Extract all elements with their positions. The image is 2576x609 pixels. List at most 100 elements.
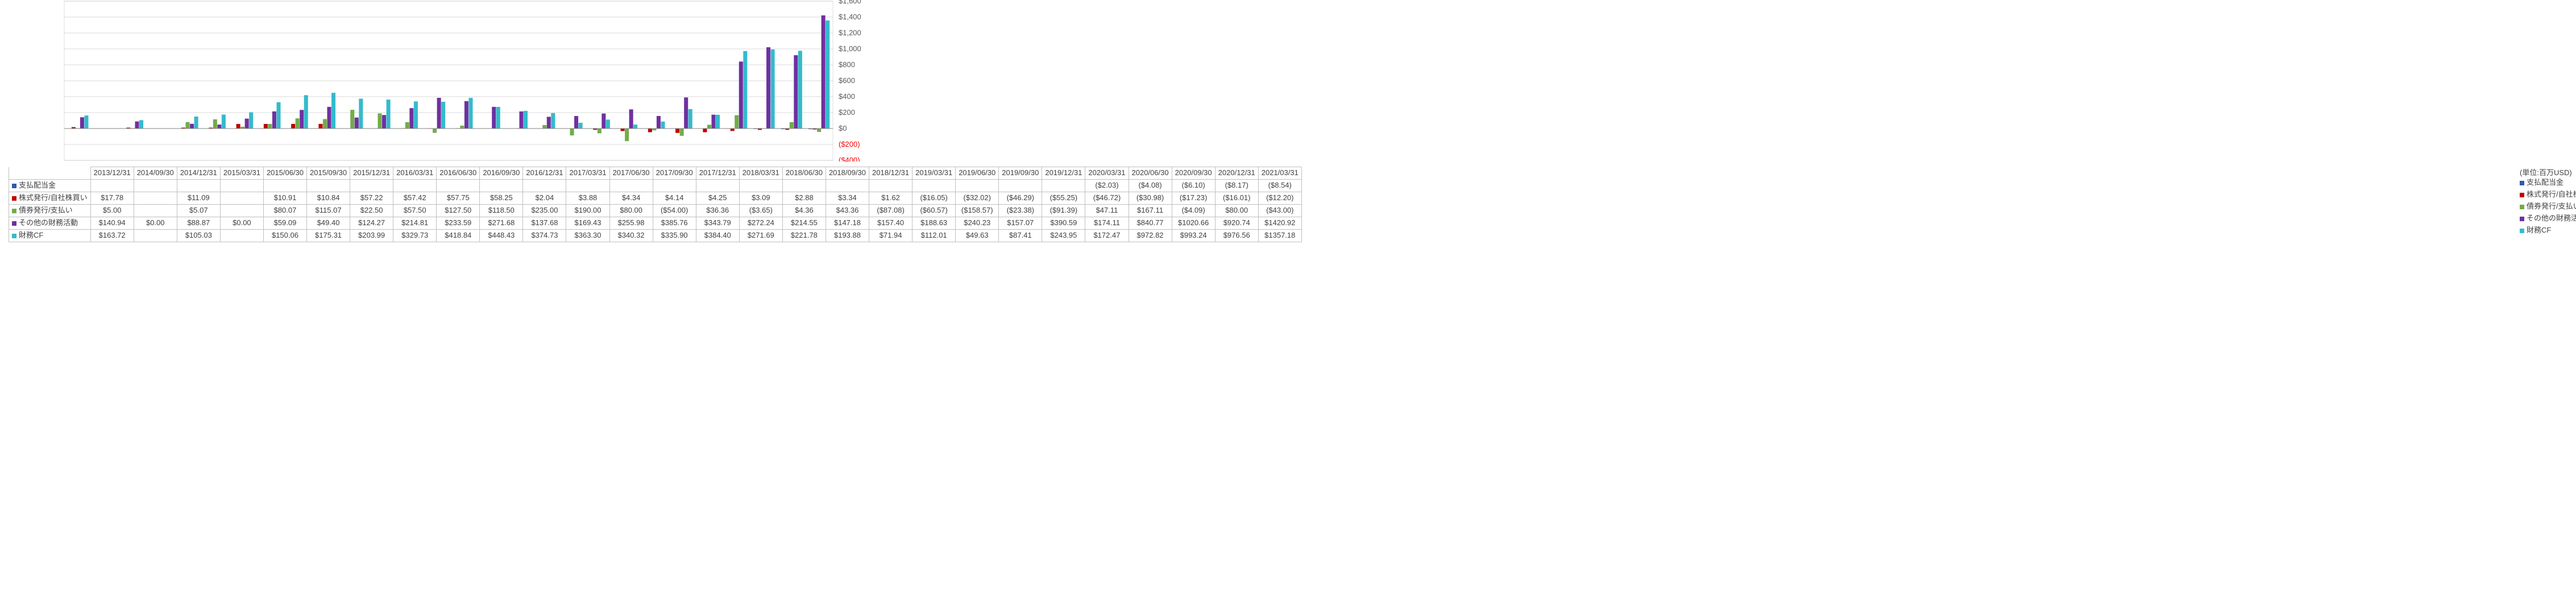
period-header: 2014/12/31 [177,167,220,180]
table-cell: $240.23 [956,217,999,230]
period-header: 2015/12/31 [350,167,393,180]
table-cell: $271.68 [480,217,523,230]
table-cell: $140.94 [90,217,134,230]
table-cell: $57.42 [393,192,437,205]
table-cell: $11.09 [177,192,220,205]
table-cell: $105.03 [177,230,220,242]
table-cell: $363.30 [566,230,609,242]
table-cell: $2.04 [523,192,566,205]
legend-item: 債券発行/支払い [2520,200,2576,211]
series-swatch [2520,205,2524,209]
table-cell: $88.87 [177,217,220,230]
table-cell: $418.84 [437,230,480,242]
table-cell: $1357.18 [1258,230,1301,242]
table-cell: ($23.38) [999,205,1042,217]
table-cell: ($2.03) [1085,180,1129,192]
series-swatch [12,234,16,238]
svg-text:$1,600: $1,600 [839,0,861,5]
table-cell: $3.88 [566,192,609,205]
table-cell: ($4.08) [1129,180,1172,192]
table-cell: ($87.08) [869,205,912,217]
table-cell: $112.01 [912,230,956,242]
table-cell: $22.50 [350,205,393,217]
table-cell: $235.00 [523,205,566,217]
table-cell: $10.91 [263,192,306,205]
table-cell: $4.14 [653,192,696,205]
table-cell [134,230,177,242]
period-header: 2017/06/30 [609,167,653,180]
table-cell: $976.56 [1215,230,1258,242]
table-cell: ($3.65) [739,205,782,217]
table-cell: $255.98 [609,217,653,230]
table-cell [220,180,263,192]
table-cell: ($91.39) [1042,205,1085,217]
table-cell [696,180,739,192]
table-cell [653,180,696,192]
table-cell: $57.75 [437,192,480,205]
svg-text:$1,200: $1,200 [839,28,861,37]
table-cell: $271.69 [739,230,782,242]
table-cell: $10.84 [307,192,350,205]
series-swatch [12,184,16,188]
svg-text:$1,000: $1,000 [839,44,861,53]
table-cell: ($16.05) [912,192,956,205]
table-cell: $233.59 [437,217,480,230]
table-cell: $214.81 [393,217,437,230]
table-cell [869,180,912,192]
table-cell: $272.24 [739,217,782,230]
table-cell: $3.34 [826,192,869,205]
table-cell [826,180,869,192]
table-cell [177,180,220,192]
svg-text:$1,400: $1,400 [839,13,861,21]
table-cell: $118.50 [480,205,523,217]
table-cell [134,180,177,192]
table-cell: $2.88 [782,192,826,205]
table-cell: $4.25 [696,192,739,205]
table-cell: $167.11 [1129,205,1172,217]
table-cell: ($46.29) [999,192,1042,205]
legend-item: 財務CF [2520,224,2576,235]
table-cell: $71.94 [869,230,912,242]
period-header: 2018/03/31 [739,167,782,180]
table-cell: $169.43 [566,217,609,230]
legend-right: 支払配当金株式発行/自社株買い債券発行/支払いその他の財務活動財務CF [2520,175,2576,236]
table-cell: $174.11 [1085,217,1129,230]
row-label: 株式発行/自社株買い [9,192,91,205]
period-header: 2016/09/30 [480,167,523,180]
table-cell: $147.18 [826,217,869,230]
table-cell: ($8.54) [1258,180,1301,192]
row-label: その他の財務活動 [9,217,91,230]
table-cell: $4.34 [609,192,653,205]
svg-text:$800: $800 [839,60,855,69]
table-cell [437,180,480,192]
table-cell: $80.00 [609,205,653,217]
table-cell [739,180,782,192]
period-header: 2019/03/31 [912,167,956,180]
table-cell: $214.55 [782,217,826,230]
table-corner [9,167,91,180]
table-cell: $57.22 [350,192,393,205]
table-cell [480,180,523,192]
period-header: 2018/06/30 [782,167,826,180]
table-cell: $59.09 [263,217,306,230]
row-label: 財務CF [9,230,91,242]
period-header: 2020/03/31 [1085,167,1129,180]
table-cell: $993.24 [1172,230,1215,242]
period-header: 2016/06/30 [437,167,480,180]
table-cell: $49.40 [307,217,350,230]
table-cell: ($55.25) [1042,192,1085,205]
table-cell [263,180,306,192]
table-cell: $243.95 [1042,230,1085,242]
period-header: 2020/09/30 [1172,167,1215,180]
legend-item: 支払配当金 [2520,176,2576,187]
table-cell: $840.77 [1129,217,1172,230]
table-cell: $340.32 [609,230,653,242]
period-header: 2021/03/31 [1258,167,1301,180]
period-header: 2016/12/31 [523,167,566,180]
table-cell: $385.76 [653,217,696,230]
table-cell: $157.07 [999,217,1042,230]
table-cell: $390.59 [1042,217,1085,230]
table-cell: ($60.57) [912,205,956,217]
table-cell: $57.50 [393,205,437,217]
table-cell: $3.09 [739,192,782,205]
